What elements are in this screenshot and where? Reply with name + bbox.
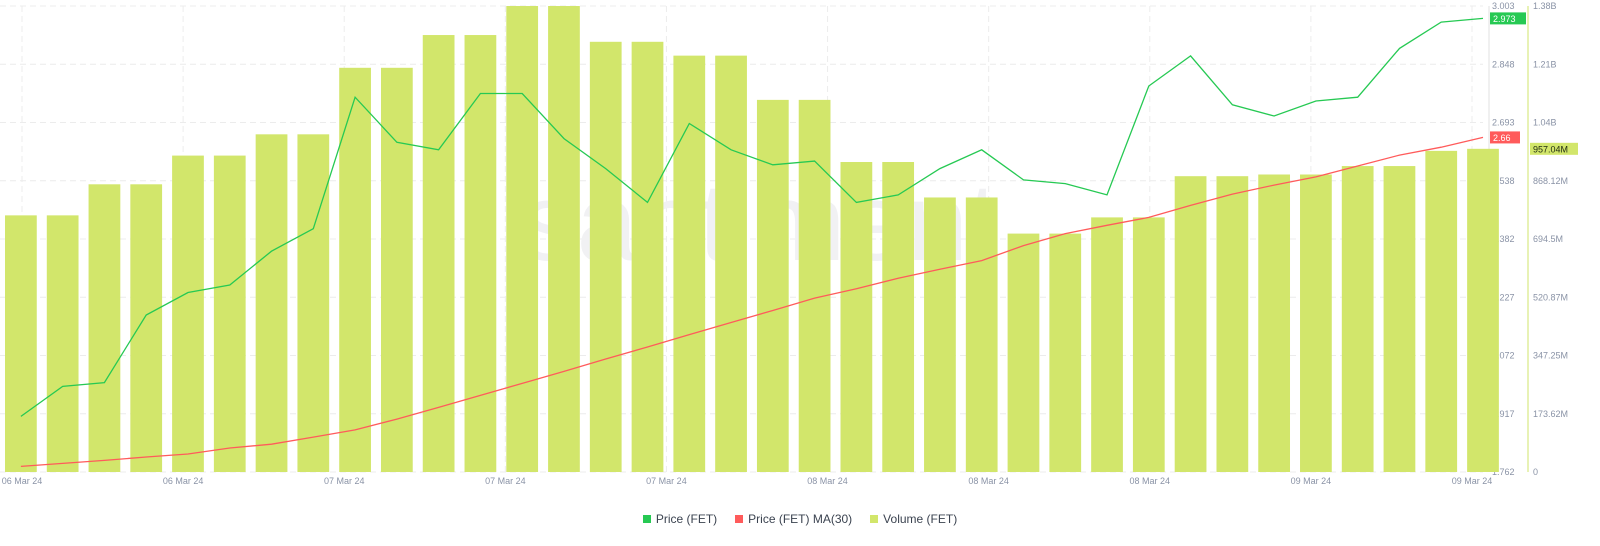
- legend-label-volume: Volume (FET): [883, 512, 958, 526]
- ma30-line: [20, 136, 1484, 468]
- volume-bar: [1300, 174, 1332, 472]
- volume-axis-tick-label: 868.12M: [1533, 176, 1568, 186]
- price-axis-tick-label: 2.072: [1492, 351, 1515, 361]
- legend-swatch-volume: [870, 515, 879, 523]
- volume-bar: [130, 184, 163, 472]
- legend-item-price[interactable]: Price (FET): [642, 512, 718, 526]
- x-axis-tick-label: 09 Mar 24: [1452, 476, 1493, 486]
- volume-bar: [172, 155, 204, 472]
- volume-bar: [506, 6, 539, 472]
- ma30-last-value-badge: 2.66: [1493, 133, 1511, 143]
- volume-bar: [631, 41, 664, 473]
- volume-bar: [715, 55, 747, 472]
- price-last-value-badge-bg: [1490, 12, 1526, 25]
- x-axis-tick-label: 07 Mar 24: [324, 476, 365, 486]
- price-axis-tick-label: 2.848: [1492, 59, 1515, 69]
- volume-bar: [88, 184, 121, 472]
- x-axis-tick-label: 06 Mar 24: [163, 476, 204, 486]
- volume-bar: [798, 99, 831, 472]
- volume-axis-tick-label: 520.87M: [1533, 292, 1568, 302]
- volume-bar: [380, 67, 413, 472]
- legend-label-price: Price (FET): [655, 512, 718, 526]
- volume-axis-tick-label: 694.5M: [1533, 234, 1563, 244]
- price-axis-tick-label: 3.003: [1492, 1, 1515, 11]
- volume-axis-tick-label: 1.38B: [1533, 1, 1557, 11]
- legend-label-price-ma30: Price (FET) MA(30): [748, 512, 853, 526]
- volume-bar: [1258, 174, 1291, 472]
- volume-bar: [46, 215, 79, 473]
- volume-bar: [1383, 166, 1416, 473]
- volume-bar: [756, 99, 789, 472]
- volume-bar: [1132, 217, 1165, 472]
- volume-bar: [840, 162, 873, 472]
- volume-bar: [422, 35, 455, 472]
- volume-axis-tick-label: 0: [1533, 467, 1538, 477]
- volume-bar: [1216, 176, 1249, 473]
- volume-bar: [1091, 217, 1123, 472]
- x-axis-tick-label: 08 Mar 24: [1130, 476, 1171, 486]
- volume-bar: [1007, 233, 1040, 472]
- volume-bar: [1049, 233, 1082, 472]
- volume-bar: [1174, 176, 1207, 473]
- volume-last-value-badge-bg: [1530, 142, 1578, 155]
- volume-axis-tick-label: 173.62M: [1533, 409, 1568, 419]
- price-last-value-badge: 2.973: [1493, 14, 1516, 24]
- price-axis-tick-label: 2.693: [1492, 118, 1515, 128]
- x-axis-tick-label: 09 Mar 24: [1291, 476, 1332, 486]
- price-axis-tick-label: 2.538: [1492, 176, 1515, 186]
- price-axis-tick-label: 2.227: [1492, 292, 1515, 302]
- x-axis-tick-label: 07 Mar 24: [485, 476, 526, 486]
- price-line: [20, 17, 1484, 417]
- price-axis-tick-label: 1.917: [1492, 409, 1515, 419]
- x-axis-tick-label: 08 Mar 24: [807, 476, 848, 486]
- volume-bar: [882, 162, 915, 472]
- volume-axis-tick-label: 1.21B: [1533, 59, 1557, 69]
- volume-bar: [339, 67, 371, 472]
- legend-item-volume[interactable]: Volume (FET): [870, 512, 957, 526]
- volume-bar: [924, 197, 956, 472]
- volume-axis-tick-label: 347.25M: [1533, 351, 1568, 361]
- volume-bar: [673, 55, 706, 472]
- volume-bar: [1341, 166, 1374, 473]
- legend-swatch-price: [642, 515, 651, 523]
- chart-legend: Price (FET) Price (FET) MA(30) Volume (F…: [0, 512, 1600, 526]
- volume-last-value-badge: 957.04M: [1533, 144, 1568, 154]
- volume-bar: [464, 35, 497, 472]
- volume-axis-tick-label: 1.04B: [1533, 118, 1557, 128]
- x-axis-tick-label: 06 Mar 24: [2, 476, 43, 486]
- ma30-last-value-badge-bg: [1490, 131, 1520, 144]
- volume-bar: [213, 155, 246, 472]
- volume-bar: [548, 6, 580, 472]
- volume-bar: [589, 41, 622, 473]
- legend-swatch-price-ma30: [735, 515, 744, 523]
- legend-item-price-ma30[interactable]: Price (FET) MA(30): [735, 512, 852, 526]
- price-axis-tick-label: 1.762: [1492, 467, 1515, 477]
- price-axis-tick-label: 2.382: [1492, 234, 1515, 244]
- volume-bar: [255, 134, 288, 472]
- volume-bar: [297, 134, 330, 472]
- volume-bar: [965, 197, 998, 472]
- volume-bar: [1425, 150, 1458, 472]
- x-axis-tick-label: 07 Mar 24: [646, 476, 687, 486]
- x-axis-tick-label: 08 Mar 24: [968, 476, 1009, 486]
- volume-bar: [1467, 148, 1499, 472]
- volume-bar: [5, 215, 37, 473]
